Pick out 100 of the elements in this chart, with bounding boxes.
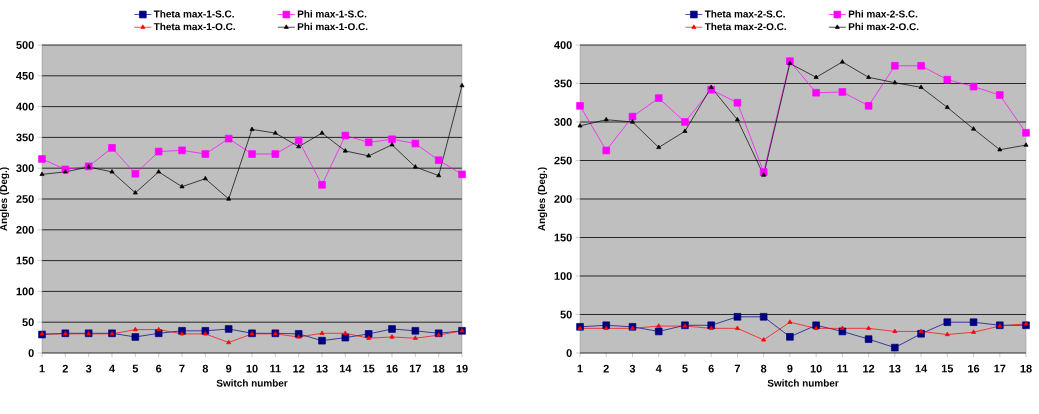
- legend-label: Theta max-1-O.C.: [153, 22, 235, 31]
- point: [388, 325, 396, 333]
- x-tick-label: 7: [179, 364, 185, 373]
- point: [892, 328, 898, 333]
- x-tick-label: 1: [577, 364, 583, 373]
- point: [224, 134, 233, 143]
- y-tick-label: 400: [16, 102, 34, 111]
- point: [761, 337, 767, 342]
- point: [997, 146, 1003, 152]
- x-tick-label: 1: [39, 364, 45, 373]
- point: [577, 123, 583, 128]
- point: [272, 130, 278, 135]
- point: [813, 74, 819, 79]
- y-tick-label: 150: [16, 256, 34, 265]
- point: [224, 325, 233, 333]
- point: [891, 62, 899, 70]
- x-tick-label: 5: [682, 364, 688, 373]
- point: [866, 74, 872, 79]
- point: [786, 333, 794, 341]
- point: [996, 91, 1004, 99]
- x-tick-label: 14: [915, 364, 928, 373]
- point: [735, 116, 740, 122]
- point: [226, 196, 232, 201]
- y-axis-title: Angles (Deg.): [0, 167, 10, 231]
- point: [943, 75, 952, 84]
- point: [733, 99, 742, 107]
- legend-label: Theta max-2-O.C.: [704, 22, 786, 31]
- point: [364, 138, 373, 147]
- x-tick-label: 10: [810, 364, 822, 373]
- point: [156, 169, 162, 174]
- point: [131, 170, 140, 178]
- point: [630, 119, 635, 124]
- point: [366, 335, 372, 340]
- point: [412, 335, 418, 340]
- y-tick-label: 200: [554, 195, 572, 203]
- y-tick-label: 400: [554, 41, 572, 49]
- point: [226, 339, 232, 345]
- point: [202, 331, 208, 336]
- y-tick-label: 500: [16, 41, 34, 49]
- point: [656, 323, 662, 328]
- point: [132, 326, 138, 332]
- point: [412, 164, 418, 169]
- legend-label: Phi max-1-O.C.: [297, 22, 368, 31]
- legend-label: Theta max-1-S.C.: [153, 10, 234, 18]
- point: [271, 150, 280, 158]
- point: [971, 329, 976, 334]
- point: [294, 136, 303, 145]
- point: [944, 331, 950, 337]
- y-tick-label: 0: [28, 349, 34, 357]
- point: [917, 62, 925, 70]
- x-tick-label: 15: [941, 364, 954, 373]
- y-tick-label: 150: [554, 233, 572, 242]
- point: [682, 128, 688, 133]
- y-tick-label: 50: [560, 310, 572, 319]
- x-tick-label: 14: [339, 364, 352, 373]
- point: [178, 146, 186, 155]
- x-tick-label: 17: [409, 364, 421, 373]
- point: [296, 143, 302, 149]
- point: [759, 313, 768, 321]
- y-tick-label: 250: [554, 156, 572, 165]
- x-tick-label: 12: [293, 364, 305, 373]
- point: [366, 153, 372, 158]
- x-tick-label: 13: [316, 364, 328, 373]
- y-tick-label: 250: [16, 195, 34, 203]
- y-tick-label: 100: [554, 272, 572, 280]
- y-tick-label: 350: [554, 79, 572, 88]
- point: [341, 131, 350, 140]
- point: [248, 150, 256, 158]
- point: [603, 116, 609, 122]
- point: [154, 147, 163, 156]
- point: [39, 171, 45, 176]
- point: [201, 150, 210, 158]
- x-tick-label: 5: [132, 364, 139, 373]
- point: [156, 326, 162, 332]
- point: [656, 144, 662, 149]
- point: [918, 328, 924, 333]
- point: [654, 94, 663, 102]
- point: [109, 169, 115, 174]
- point: [389, 334, 395, 339]
- x-tick-label: 2: [62, 364, 68, 373]
- point: [733, 313, 742, 321]
- point: [342, 330, 348, 335]
- legend-label: Phi max-2-S.C.: [848, 10, 918, 18]
- point: [62, 169, 68, 174]
- y-tick-label: 0: [566, 349, 572, 357]
- point: [131, 333, 140, 341]
- point: [761, 172, 767, 177]
- y-axis-title: Angles (Deg.): [537, 167, 548, 231]
- point: [787, 319, 793, 324]
- point: [296, 334, 302, 339]
- point: [944, 104, 950, 109]
- y-tick-label: 200: [16, 225, 34, 234]
- point: [812, 89, 820, 97]
- point: [891, 343, 899, 352]
- point: [318, 336, 326, 345]
- x-axis-title: Switch number: [767, 379, 839, 387]
- point: [459, 82, 465, 88]
- x-tick-label: 16: [968, 364, 980, 373]
- point: [411, 139, 420, 148]
- point: [708, 84, 714, 89]
